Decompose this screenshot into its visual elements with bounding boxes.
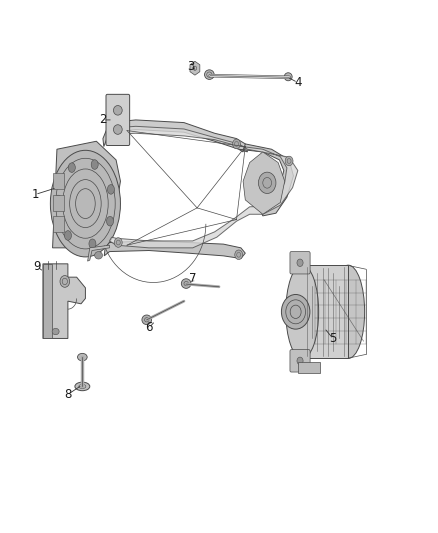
FancyBboxPatch shape bbox=[290, 350, 310, 372]
Ellipse shape bbox=[68, 163, 75, 172]
Polygon shape bbox=[190, 61, 200, 75]
Polygon shape bbox=[298, 362, 320, 373]
Ellipse shape bbox=[91, 160, 98, 169]
Text: 4: 4 bbox=[294, 76, 302, 89]
Ellipse shape bbox=[113, 125, 122, 134]
Ellipse shape bbox=[332, 265, 364, 358]
FancyBboxPatch shape bbox=[106, 94, 130, 146]
Polygon shape bbox=[104, 241, 245, 259]
Polygon shape bbox=[53, 216, 64, 232]
Ellipse shape bbox=[181, 279, 191, 288]
Polygon shape bbox=[239, 144, 293, 216]
Ellipse shape bbox=[50, 150, 120, 257]
Polygon shape bbox=[110, 126, 298, 248]
Polygon shape bbox=[53, 141, 120, 248]
Text: 7: 7 bbox=[189, 272, 197, 285]
Ellipse shape bbox=[281, 294, 310, 329]
Polygon shape bbox=[302, 265, 348, 358]
Text: 6: 6 bbox=[145, 321, 153, 334]
Ellipse shape bbox=[75, 382, 90, 391]
Polygon shape bbox=[43, 264, 85, 338]
Text: 2: 2 bbox=[99, 114, 107, 126]
Text: 3: 3 bbox=[187, 60, 194, 72]
Ellipse shape bbox=[142, 315, 152, 325]
Ellipse shape bbox=[286, 265, 318, 358]
Ellipse shape bbox=[60, 276, 70, 287]
Ellipse shape bbox=[64, 231, 71, 240]
Ellipse shape bbox=[205, 70, 214, 79]
Ellipse shape bbox=[284, 73, 292, 80]
Polygon shape bbox=[53, 173, 64, 189]
Ellipse shape bbox=[235, 250, 243, 260]
Polygon shape bbox=[103, 120, 247, 152]
Ellipse shape bbox=[113, 106, 122, 115]
Ellipse shape bbox=[95, 252, 102, 259]
Ellipse shape bbox=[89, 239, 96, 248]
Ellipse shape bbox=[55, 195, 62, 205]
Text: 9: 9 bbox=[33, 260, 41, 273]
Ellipse shape bbox=[297, 357, 303, 365]
Polygon shape bbox=[243, 152, 285, 214]
Polygon shape bbox=[88, 245, 110, 261]
Ellipse shape bbox=[78, 353, 87, 361]
Ellipse shape bbox=[258, 172, 276, 193]
Ellipse shape bbox=[285, 156, 293, 166]
Ellipse shape bbox=[106, 216, 113, 226]
Polygon shape bbox=[53, 195, 64, 211]
Ellipse shape bbox=[233, 139, 240, 149]
Text: 1: 1 bbox=[31, 188, 39, 201]
Ellipse shape bbox=[107, 184, 114, 194]
Ellipse shape bbox=[112, 124, 120, 134]
Ellipse shape bbox=[52, 328, 59, 335]
FancyBboxPatch shape bbox=[290, 252, 310, 274]
Text: 5: 5 bbox=[329, 332, 336, 345]
Polygon shape bbox=[43, 264, 52, 338]
Text: 8: 8 bbox=[64, 388, 71, 401]
Ellipse shape bbox=[297, 259, 303, 266]
Ellipse shape bbox=[114, 238, 122, 247]
